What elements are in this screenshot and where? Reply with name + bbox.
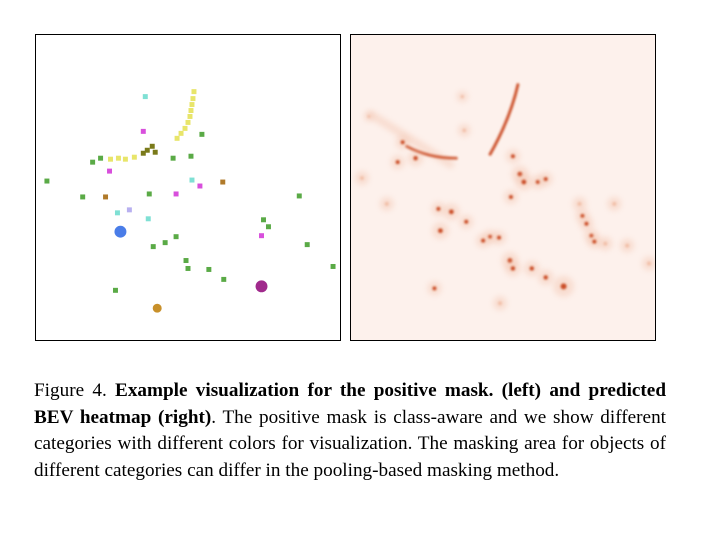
bev-heatmap-image <box>354 83 655 311</box>
mask-marker-car <box>188 153 194 159</box>
bev-heatmap-panel <box>350 34 656 341</box>
mask-marker-car <box>265 224 271 230</box>
mask-marker-olive <box>140 150 146 156</box>
heatmap-arc <box>405 144 458 160</box>
heatmap-peak <box>395 160 400 165</box>
mask-marker-brown <box>103 194 109 200</box>
mask-marker-car <box>183 258 189 264</box>
mask-marker-cyan <box>142 94 148 100</box>
heatmap-peak <box>625 243 630 248</box>
mask-marker-magenta <box>140 128 146 134</box>
heatmap-peak <box>413 156 418 161</box>
mask-marker-car <box>150 244 156 250</box>
mask-marker-olive <box>152 149 158 155</box>
mask-marker-cyan <box>189 177 195 183</box>
mask-marker-pedestrian <box>191 89 197 95</box>
heatmap-peak <box>497 235 502 240</box>
mask-marker-magenta <box>107 168 112 174</box>
heatmap-peak <box>510 266 516 271</box>
heatmap-peak <box>367 115 371 118</box>
heatmap-peak <box>400 140 405 145</box>
heatmap-peak <box>603 241 608 246</box>
heatmap-peak <box>384 201 389 206</box>
heatmap-peak <box>543 177 548 182</box>
mask-marker-pedestrian <box>187 113 193 119</box>
heatmap-peak <box>448 209 454 215</box>
mask-marker-magenta <box>259 233 264 239</box>
heatmap-peak <box>460 95 464 99</box>
caption-body-text: . The positive mask is class-aware and w… <box>34 406 666 481</box>
heatmap-peak <box>529 266 534 271</box>
mask-marker-olive <box>149 143 155 149</box>
mask-blob-purple <box>255 280 268 293</box>
heatmap-peak <box>612 201 617 206</box>
heatmap-peak <box>592 239 597 244</box>
heatmap-peak <box>359 176 364 181</box>
heatmap-arc <box>488 83 520 156</box>
heatmap-peak <box>432 286 437 291</box>
mask-marker-olive <box>144 147 150 153</box>
positive-mask-image <box>44 89 336 313</box>
heatmap-peak <box>436 206 441 211</box>
heatmap-peak <box>560 283 567 290</box>
mask-marker-car <box>173 234 179 240</box>
mask-marker-brown <box>220 179 226 185</box>
heatmap-peak <box>535 180 540 185</box>
mask-marker-car <box>185 265 191 271</box>
mask-marker-lavender <box>126 207 132 213</box>
mask-marker-pedestrian <box>108 156 113 162</box>
mask-marker-pedestrian <box>174 135 180 141</box>
heatmap-peak <box>510 154 515 159</box>
mask-marker-pedestrian <box>189 102 195 108</box>
mask-blob-orange <box>152 303 162 313</box>
figure-label: Figure 4. <box>34 380 107 401</box>
mask-marker-car <box>170 155 176 161</box>
mask-marker-car <box>98 155 104 161</box>
mask-marker-pedestrian <box>131 154 137 160</box>
mask-marker-magenta <box>197 183 203 189</box>
heatmap-peak <box>580 213 585 218</box>
heatmap-peak <box>584 221 589 226</box>
mask-marker-car <box>206 266 212 272</box>
heatmap-peak <box>521 179 527 185</box>
mask-marker-car <box>44 178 50 184</box>
heatmap-peak <box>577 201 582 206</box>
heatmap-peak <box>647 261 652 266</box>
heatmap-peak <box>481 238 486 243</box>
mask-marker-car <box>80 194 86 200</box>
mask-marker-pedestrian <box>115 155 121 161</box>
positive-mask-panel <box>35 34 341 341</box>
mask-marker-cyan <box>114 210 120 216</box>
mask-marker-car <box>221 276 227 282</box>
mask-marker-car <box>296 193 302 199</box>
heatmap-peak <box>438 228 443 234</box>
mask-marker-cyan <box>145 216 151 222</box>
heatmap-peak <box>508 194 513 199</box>
mask-marker-car <box>261 217 266 223</box>
mask-marker-car <box>90 159 96 165</box>
mask-marker-car <box>146 191 152 197</box>
mask-marker-pedestrian <box>178 130 184 136</box>
heatmap-peak <box>498 301 503 306</box>
mask-marker-car <box>162 240 168 246</box>
caption-bold-text: Example visualization for the positive m… <box>34 380 666 428</box>
mask-marker-pedestrian <box>122 156 128 162</box>
mask-blob-blue <box>114 225 127 238</box>
mask-marker-pedestrian <box>190 96 196 102</box>
mask-marker-pedestrian <box>188 108 194 113</box>
mask-marker-car <box>112 287 118 293</box>
figure-caption: Figure 4. Example visualization for the … <box>34 378 666 484</box>
mask-marker-car <box>199 131 205 137</box>
mask-marker-pedestrian <box>182 125 188 131</box>
heatmap-peak <box>464 219 469 224</box>
mask-marker-magenta <box>173 191 179 197</box>
mask-marker-car <box>304 242 310 248</box>
heatmap-faint-arc <box>366 110 455 169</box>
heatmap-peak <box>543 275 548 280</box>
mask-marker-pedestrian <box>185 119 191 125</box>
mask-marker-car <box>330 263 336 269</box>
heatmap-peak <box>462 128 467 133</box>
